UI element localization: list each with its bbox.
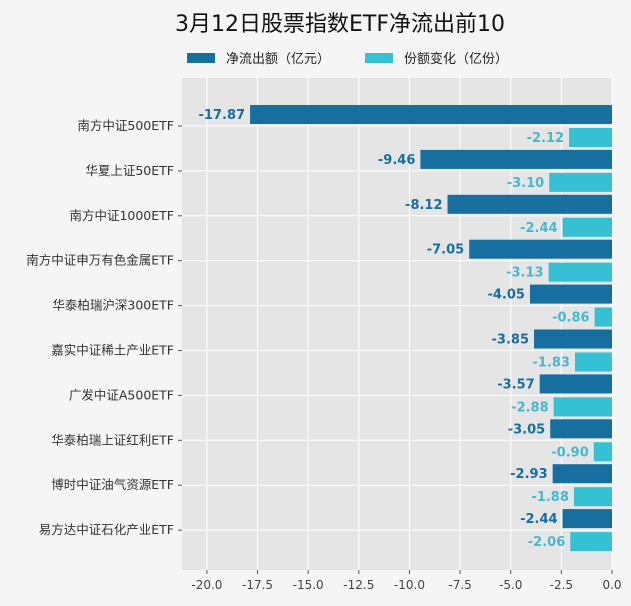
data-label-series-0: -7.05: [427, 243, 464, 258]
bar-series-0: [552, 464, 612, 484]
legend-swatch-1: [365, 53, 393, 63]
category-label: 南方中证申万有色金属ETF: [26, 253, 174, 268]
data-label-series-1: -2.88: [511, 400, 548, 415]
category-label: 华泰柏瑞沪深300ETF: [52, 298, 174, 313]
x-tick-label: -5.0: [499, 578, 522, 592]
bar-series-1: [548, 262, 612, 282]
data-label-series-0: -17.87: [199, 108, 246, 123]
data-label-series-1: -3.13: [506, 266, 543, 281]
bar-series-1: [573, 487, 612, 507]
data-label-series-1: -1.83: [532, 356, 569, 371]
data-label-series-1: -2.06: [528, 535, 565, 550]
data-label-series-1: -0.86: [552, 311, 589, 326]
bar-series-0: [539, 374, 612, 394]
data-label-series-0: -2.44: [520, 512, 557, 527]
bar-series-0: [250, 105, 613, 124]
chart-title: 3月12日股票指数ETF净流出前10: [175, 12, 505, 37]
category-label: 南方中证1000ETF: [69, 208, 174, 223]
legend-swatch-0: [187, 53, 215, 63]
data-label-series-1: -2.12: [527, 131, 564, 146]
legend-label-0: 净流出额（亿元）: [226, 52, 330, 67]
data-label-series-0: -3.05: [508, 422, 545, 437]
legend: 净流出额（亿元） 份额变化（亿份）: [187, 51, 508, 67]
data-label-series-1: -0.90: [551, 445, 588, 460]
category-label: 广发中证A500ETF: [69, 387, 174, 402]
data-label-series-0: -8.12: [405, 198, 442, 213]
data-label-series-1: -1.88: [531, 490, 568, 505]
bar-series-1: [553, 397, 612, 417]
category-label: 嘉实中证稀土产业ETF: [51, 343, 174, 358]
bar-series-1: [569, 128, 612, 147]
category-label: 华泰柏瑞上证红利ETF: [51, 432, 174, 447]
x-tick-label: -17.5: [242, 578, 273, 592]
x-tick-label: -7.5: [448, 578, 471, 592]
bar-series-0: [420, 149, 612, 169]
legend-label-1: 份额变化（亿份）: [404, 51, 508, 67]
data-label-series-0: -4.05: [487, 288, 524, 303]
bar-series-1: [593, 442, 612, 462]
bar-series-1: [562, 217, 612, 237]
category-label: 易方达中证石化产业ETF: [39, 522, 174, 537]
x-tick-label: 0.0: [602, 578, 621, 592]
bar-series-0: [534, 329, 612, 349]
bar-series-0: [562, 509, 612, 529]
data-label-series-0: -3.85: [492, 333, 529, 348]
data-label-series-0: -3.57: [497, 377, 534, 392]
bar-series-1: [574, 352, 612, 372]
x-tick-label: -10.0: [394, 578, 425, 592]
bar-series-0: [529, 284, 612, 304]
category-label: 博时中证油气资源ETF: [51, 477, 174, 492]
bar-series-0: [550, 419, 612, 439]
bar-series-1: [549, 172, 612, 192]
category-label: 南方中证500ETF: [77, 118, 174, 133]
bar-series-0: [469, 239, 612, 259]
category-label: 华夏上证50ETF: [85, 163, 174, 178]
x-tick-label: -2.5: [550, 578, 573, 592]
bar-series-1: [594, 307, 612, 327]
x-tick-label: -12.5: [343, 578, 374, 592]
bar-series-0: [447, 194, 612, 214]
data-label-series-1: -2.44: [520, 221, 557, 236]
x-tick-label: -20.0: [191, 578, 222, 592]
data-label-series-1: -3.10: [507, 176, 544, 191]
data-label-series-0: -2.93: [510, 467, 547, 482]
data-label-series-0: -9.46: [378, 153, 415, 168]
bar-series-1: [570, 532, 612, 552]
x-tick-label: -15.0: [293, 578, 324, 592]
